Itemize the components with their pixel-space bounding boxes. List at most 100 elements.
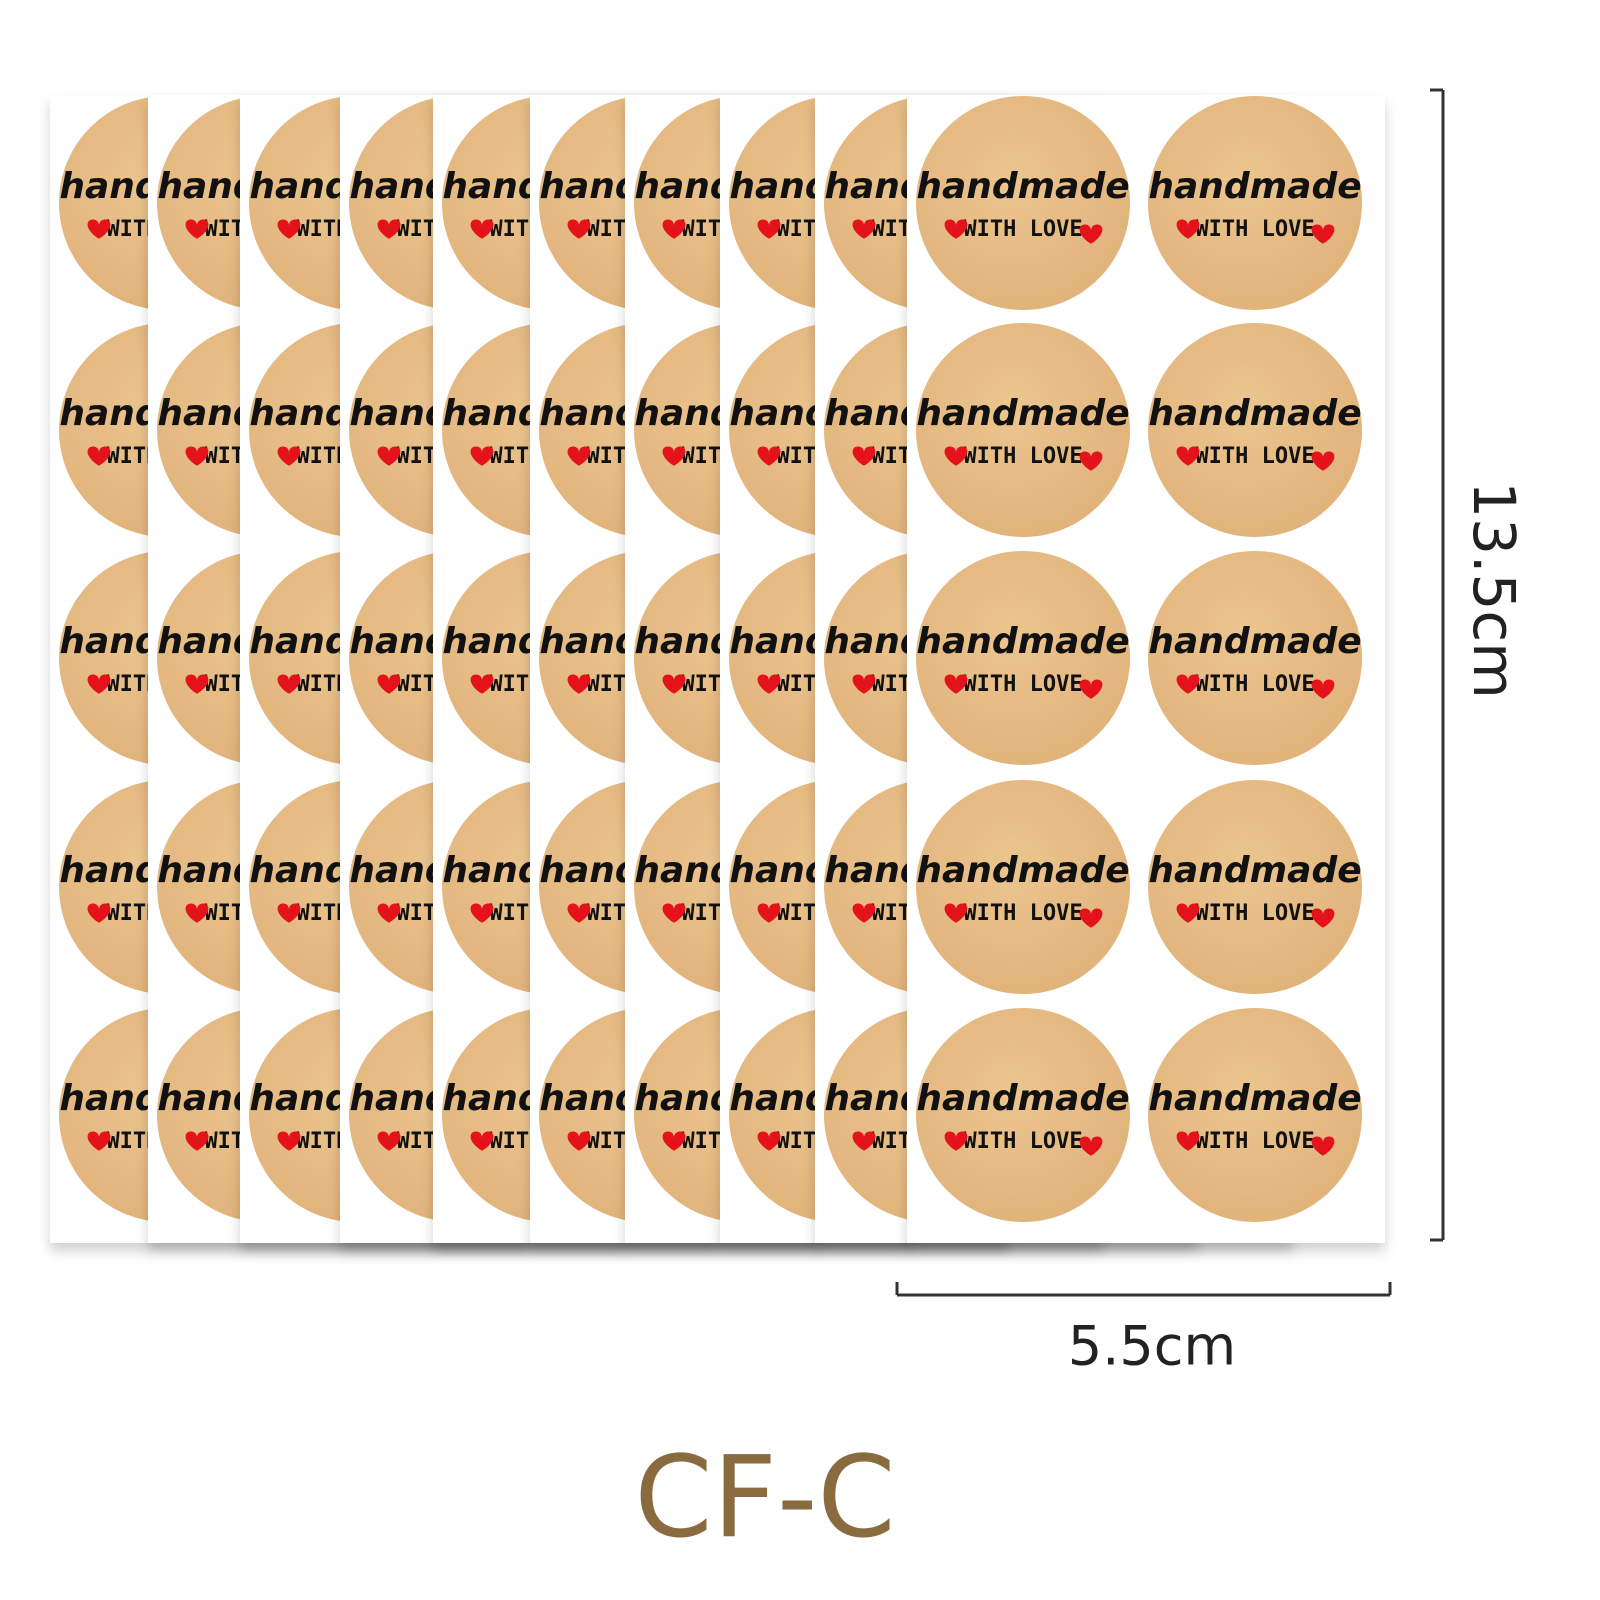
sticker-circle — [1148, 96, 1362, 310]
sticker-text: handmade — [1148, 621, 1361, 662]
heart — [662, 1131, 686, 1151]
sticker-text: WITH LOVE — [1195, 672, 1314, 697]
heart — [662, 903, 686, 923]
heart — [87, 903, 111, 923]
heart — [662, 446, 686, 466]
heart — [87, 219, 111, 239]
heart — [757, 1131, 781, 1151]
sticker-circle — [1148, 323, 1362, 537]
heart — [185, 903, 209, 923]
heart — [377, 1131, 401, 1151]
sticker-circle — [916, 1008, 1130, 1222]
sticker-text: handmade — [1148, 393, 1361, 434]
heart — [185, 219, 209, 239]
sticker-text: WITH LOVE — [963, 901, 1082, 926]
sticker: handmade WITH LOVE — [916, 1008, 1130, 1222]
heart — [852, 903, 876, 923]
heart — [1079, 1136, 1103, 1156]
heart — [1176, 903, 1200, 923]
heart — [277, 903, 301, 923]
sticker-text: handmade — [1148, 166, 1361, 207]
heart — [1079, 908, 1103, 928]
heart — [87, 446, 111, 466]
height-label: 13.5cm — [1460, 481, 1528, 699]
heart — [567, 903, 591, 923]
heart — [185, 674, 209, 694]
heart — [185, 1131, 209, 1151]
sticker-sheets: handmade WITH LOVE handmade WITH LOVE handma… — [50, 95, 1385, 1243]
heart — [567, 674, 591, 694]
heart — [662, 219, 686, 239]
sticker-text: WITH LOVE — [963, 1129, 1082, 1154]
heart — [87, 1131, 111, 1151]
sticker-text: handmade — [1148, 850, 1361, 891]
heart — [852, 1131, 876, 1151]
heart — [377, 219, 401, 239]
heart — [277, 446, 301, 466]
heart — [1079, 224, 1103, 244]
heart — [1311, 451, 1335, 471]
heart — [852, 446, 876, 466]
sticker-circle — [916, 780, 1130, 994]
sticker-text: WITH LOVE — [1195, 901, 1314, 926]
heart — [944, 1131, 968, 1151]
sticker-text: handmade — [916, 850, 1129, 891]
sheet: handmade WITH LOVE handmade WITH LOVE handma… — [907, 95, 1385, 1243]
sticker: handmade WITH LOVE — [1148, 96, 1362, 310]
heart — [1176, 446, 1200, 466]
sticker: handmade WITH LOVE — [1148, 551, 1362, 765]
heart — [1079, 679, 1103, 699]
heart — [470, 219, 494, 239]
heart — [757, 674, 781, 694]
heart — [277, 1131, 301, 1151]
sticker-text: WITH LOVE — [1195, 1129, 1314, 1154]
sticker: handmade WITH LOVE — [916, 323, 1130, 537]
heart — [757, 219, 781, 239]
sticker-text: handmade — [916, 621, 1129, 662]
heart — [1311, 1136, 1335, 1156]
width-dimension: 5.5cm — [895, 1282, 1392, 1378]
sticker-text: handmade — [916, 166, 1129, 207]
sticker-text: WITH LOVE — [963, 444, 1082, 469]
sticker-circle — [1148, 1008, 1362, 1222]
sticker: handmade WITH LOVE — [1148, 1008, 1362, 1222]
sticker-circle — [916, 323, 1130, 537]
heart — [277, 674, 301, 694]
heart — [1079, 451, 1103, 471]
width-label: 5.5cm — [1068, 1315, 1236, 1378]
sticker: handmade WITH LOVE — [1148, 323, 1362, 537]
sticker-circle — [1148, 551, 1362, 765]
model-label: CF-C — [634, 1433, 895, 1563]
sticker: handmade WITH LOVE — [916, 551, 1130, 765]
heart — [944, 903, 968, 923]
sticker: handmade WITH LOVE — [916, 780, 1130, 994]
sticker-circle — [916, 551, 1130, 765]
heart — [1176, 674, 1200, 694]
heart — [470, 1131, 494, 1151]
heart — [567, 446, 591, 466]
heart — [470, 674, 494, 694]
sticker-circle — [1148, 780, 1362, 994]
heart — [1311, 908, 1335, 928]
heart — [757, 446, 781, 466]
heart — [377, 446, 401, 466]
sticker-circle — [916, 96, 1130, 310]
heart — [377, 674, 401, 694]
sticker-text: WITH LOVE — [963, 672, 1082, 697]
heart — [852, 674, 876, 694]
sticker: handmade WITH LOVE — [916, 96, 1130, 310]
sticker-text: WITH LOVE — [1195, 217, 1314, 242]
sticker-text: handmade — [1148, 1078, 1361, 1119]
heart — [567, 219, 591, 239]
sticker-text: WITH LOVE — [1195, 444, 1314, 469]
heart — [1311, 224, 1335, 244]
height-dimension: 13.5cm — [1430, 88, 1528, 1242]
heart — [185, 446, 209, 466]
heart — [87, 674, 111, 694]
heart — [277, 219, 301, 239]
sticker: handmade WITH LOVE — [1148, 780, 1362, 994]
heart — [1176, 1131, 1200, 1151]
sticker-text: WITH LOVE — [963, 217, 1082, 242]
